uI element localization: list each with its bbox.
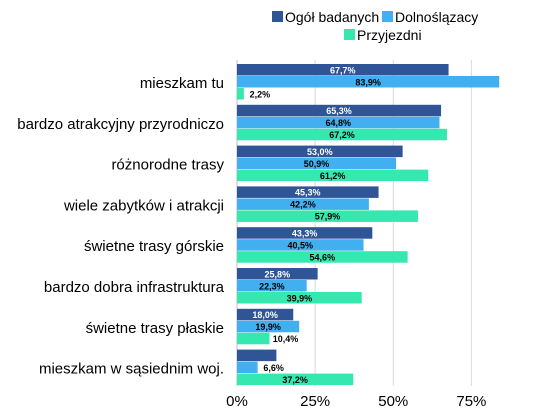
- bar-value-label: 57,9%: [315, 212, 341, 222]
- legend-label: Przyjezdni: [357, 27, 422, 43]
- bar-value-label: 64,8%: [325, 118, 351, 128]
- bar: [237, 169, 429, 182]
- bar-value-label: 53,0%: [307, 147, 333, 157]
- bar: [237, 88, 244, 100]
- bar-value-label: 45,3%: [295, 188, 321, 198]
- bar: [237, 361, 258, 374]
- bar-value-label: 6,6%: [263, 363, 284, 373]
- category-label: różnorodne trasy: [111, 157, 224, 174]
- x-tick-label: 0%: [226, 393, 248, 410]
- bar-value-label: 50,9%: [304, 159, 330, 169]
- category-label: świetne trasy płaskie: [86, 320, 224, 337]
- x-tick-label: 50%: [378, 393, 408, 410]
- x-tick-label: 75%: [456, 393, 486, 410]
- bar-value-label: 19,9%: [255, 322, 281, 332]
- bar-value-label: 61,2%: [320, 171, 346, 181]
- legend-label: Ogół badanych: [285, 9, 379, 25]
- bar: [237, 210, 418, 222]
- bar: [237, 64, 449, 76]
- category-label: bardzo dobra infrastruktura: [44, 279, 225, 296]
- category-label: wiele zabytków i atrakcji: [63, 197, 224, 214]
- legend: Ogół badanych Dolnoślązacy Przyjezdni: [272, 9, 478, 43]
- bar-value-label: 12,6%: [280, 351, 306, 361]
- category-labels: mieszkam tu bardzo atrakcyjny przyrodnicz…: [17, 75, 224, 378]
- bar-value-label: 2,2%: [250, 89, 271, 99]
- bar: [237, 349, 277, 362]
- bar: [237, 239, 364, 251]
- bar: [237, 280, 307, 292]
- bars: 67,7% 83,9% 2,2% 65,3% 64,8% 67,2% 53,0% 50,9% 6…: [237, 64, 500, 386]
- category-label: świetne trasy górskie: [84, 238, 224, 255]
- bar: [237, 251, 408, 263]
- bar: [237, 373, 354, 386]
- bar: [237, 320, 300, 333]
- bar: [237, 198, 369, 210]
- bar: [237, 268, 318, 280]
- bar: [237, 104, 442, 117]
- bar-value-label: 67,2%: [329, 130, 355, 140]
- bar-value-label: 54,6%: [310, 252, 336, 262]
- bar-value-label: 40,5%: [288, 240, 314, 250]
- bar-value-label: 43,3%: [292, 228, 318, 238]
- bar: [237, 292, 362, 304]
- x-tick-label: 25%: [300, 393, 330, 410]
- category-label: mieszkam w sąsiednim woj.: [39, 361, 224, 378]
- category-label: mieszkam tu: [140, 75, 224, 92]
- bar-value-label: 39,9%: [287, 293, 313, 303]
- bar: [237, 227, 373, 239]
- legend-swatch: [344, 29, 355, 40]
- legend-swatch: [382, 11, 393, 22]
- bar: [237, 128, 447, 141]
- bar-value-label: 37,2%: [282, 375, 308, 385]
- bar-value-label: 83,9%: [355, 77, 381, 87]
- bar-value-label: 25,8%: [265, 269, 291, 279]
- category-label: bardzo atrakcyjny przyrodniczo: [17, 116, 224, 133]
- bar: [237, 145, 403, 158]
- bar: [237, 186, 379, 198]
- bar: [237, 332, 270, 345]
- bar: [237, 76, 500, 88]
- bar-value-label: 65,3%: [326, 106, 352, 116]
- bar-value-label: 67,7%: [330, 65, 356, 75]
- legend-label: Dolnoślązacy: [395, 9, 478, 25]
- bar-value-label: 42,2%: [290, 200, 316, 210]
- bar-value-label: 18,0%: [252, 310, 278, 320]
- x-axis-ticks: 0% 25% 50% 75%: [226, 393, 486, 410]
- bar: [237, 157, 397, 170]
- legend-swatch: [272, 11, 283, 22]
- bar-value-label: 10,4%: [273, 334, 299, 344]
- bar: [237, 308, 294, 321]
- bar: [237, 116, 440, 129]
- bar-value-label: 22,3%: [259, 281, 285, 291]
